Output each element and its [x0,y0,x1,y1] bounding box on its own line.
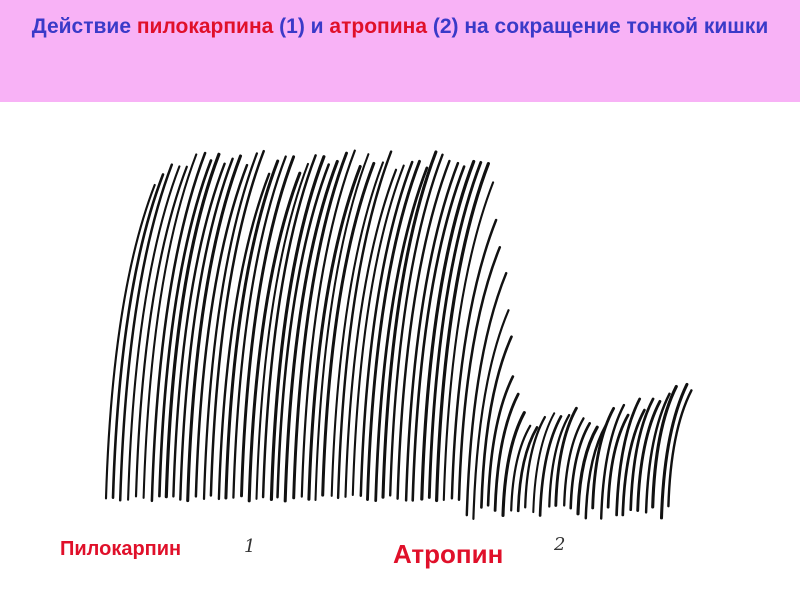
kymograph-stroke [563,417,585,507]
kymograph-stroke [472,309,510,520]
kymograph-stroke [307,164,362,501]
kymograph-stroke [538,415,563,517]
kymograph-stroke [465,271,508,517]
kymograph-stroke [292,151,348,500]
kymograph-stroke [636,399,662,512]
kymograph-stroke [486,375,515,507]
kymograph-stroke [493,392,520,512]
kymograph-stroke [240,155,296,498]
kymograph-stroke [576,425,599,516]
kymograph-stroke [389,153,444,497]
kymograph-stroke [118,163,174,502]
kymograph-stroke [615,397,642,517]
kymograph-stroke [450,218,498,500]
kymograph-stroke [606,413,630,509]
kymograph-stroke [374,166,429,502]
title-part: (1) и [273,15,330,38]
kymograph-stroke [591,406,616,510]
kymograph-stroke [209,149,265,497]
kymograph-stroke [217,172,271,501]
kymograph-stroke [524,415,547,509]
kymograph-stroke [396,159,451,500]
title: Действие пилокарпина (1) и атропина (2) … [30,10,770,43]
kymograph-stroke [314,153,370,502]
kymograph-stroke [411,165,466,502]
title-part: пилокарпина [136,15,274,38]
title-part: атропина [329,15,427,38]
kymograph-stroke [621,408,646,517]
kymograph-stroke [651,384,678,509]
kymograph-stroke [186,154,243,503]
kymograph-stroke [127,165,181,501]
kymograph-stroke [150,151,207,503]
kymograph-stroke [269,155,326,501]
kymograph-stroke [158,159,213,498]
kymograph-stroke [224,159,280,500]
kymograph-stroke [321,161,376,497]
kymograph-stroke [599,403,626,520]
title-part: (2) на сокращение тонкой кишки [427,15,769,38]
kymograph-stroke [667,389,693,508]
kymograph-stroke [366,159,421,501]
kymograph-stroke [532,412,556,514]
kymograph-stroke [569,422,591,510]
kymograph-stroke [300,149,356,498]
kymograph-stroke [435,162,490,503]
kymograph-stroke [442,181,495,502]
kymograph-stroke [381,150,438,499]
label: Атропин [393,539,503,569]
kymograph [104,149,693,520]
kymograph-stroke [194,163,249,498]
header: Действие пилокарпина (1) и атропина (2) … [0,0,800,102]
kymograph-stroke [283,159,339,503]
kymograph-stroke [330,161,385,497]
handwritten-mark: 1 [244,536,255,557]
kymograph-stroke [644,392,671,514]
kymograph-stroke [427,160,483,499]
kymograph-stroke [548,413,571,508]
kymograph-stroke [420,159,476,501]
kymograph-stroke [659,382,689,520]
label: Пилокарпин [60,538,181,560]
kymograph-stroke [134,165,188,498]
kymograph-stroke [457,246,502,501]
kymograph-stroke [344,168,398,498]
kymograph-stroke [510,424,532,512]
kymograph-stroke [629,397,655,512]
kymograph-stroke [554,406,578,507]
kymograph-stroke [164,152,221,499]
kymograph-stroke [179,157,234,501]
kymograph-stroke [336,150,393,500]
kymograph-stroke [232,155,287,499]
kymograph-stroke [261,154,317,499]
handwritten-mark: 2 [553,534,565,555]
kymograph-stroke [142,153,198,499]
kymograph-stroke [359,160,414,497]
kymograph-stroke [255,162,310,500]
title-part: Действие [31,15,137,38]
kymograph-stroke [404,161,460,502]
kymograph-stroke [111,173,165,500]
kymograph-stroke [104,183,156,500]
kymograph-stroke [276,163,330,499]
kymograph-stroke [501,411,526,517]
kymograph-stroke [480,335,513,509]
kymograph-stroke [202,152,259,501]
kymograph-stroke [351,164,405,497]
kymograph-stroke [516,426,539,513]
kymograph-stroke [247,171,302,503]
kymograph-stroke [172,162,226,498]
